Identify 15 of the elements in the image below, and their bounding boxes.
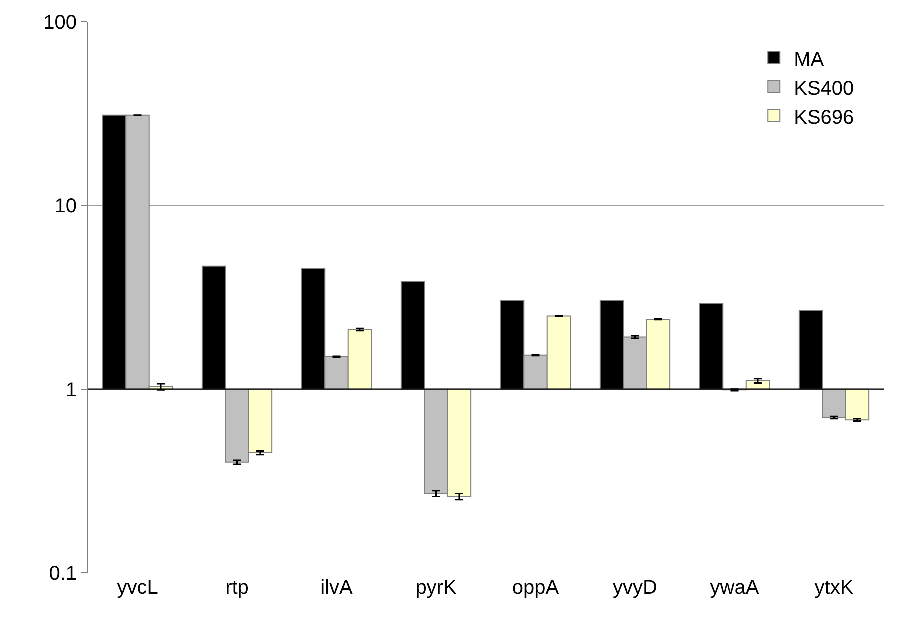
x-tick-label: ytxK (814, 577, 854, 599)
legend-label: KS400 (794, 78, 854, 100)
legend-label: MA (794, 48, 825, 71)
y-tick-label: 100 (44, 12, 77, 34)
x-tick-label: oppA (512, 577, 560, 599)
legend-label: KS696 (794, 106, 854, 129)
y-tick-label: 1 (66, 379, 77, 402)
x-tick-label: ywaA (710, 577, 760, 599)
x-tick-label: pyrK (416, 577, 458, 599)
x-tick-label: yvcL (117, 577, 158, 599)
x-tick-label: rtp (226, 577, 249, 599)
y-tick-label: 10 (54, 196, 77, 218)
x-tick-label: yvyD (613, 577, 658, 599)
y-tick-label: 0.1 (49, 563, 77, 585)
x-tick-label: ilvA (320, 577, 354, 599)
